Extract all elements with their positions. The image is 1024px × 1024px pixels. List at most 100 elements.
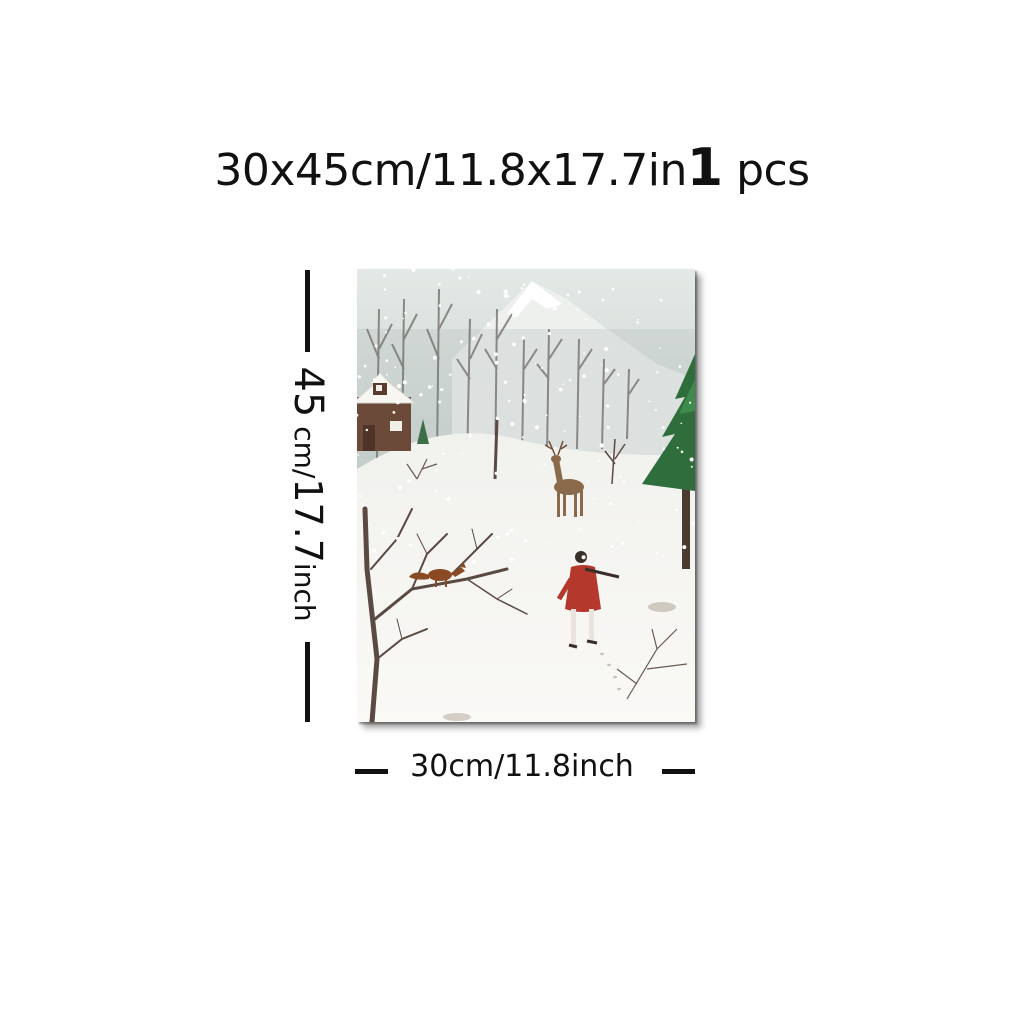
snowflake	[459, 340, 463, 344]
snowflake	[545, 414, 548, 417]
width-indicator-left-bar	[355, 769, 388, 774]
snowflake	[486, 322, 491, 326]
snowflake	[606, 404, 610, 408]
snowflake	[402, 380, 407, 385]
winter-scene-painting	[357, 269, 695, 722]
foreground-tree	[362, 506, 528, 722]
snowflake	[508, 399, 511, 402]
snowflake	[659, 299, 663, 302]
size-text: 30x45cm/11.8x17.7in	[214, 145, 687, 196]
snowflake	[365, 428, 368, 432]
height-value-in: 17.7	[286, 478, 330, 563]
snowflake	[604, 346, 609, 352]
snowflake	[689, 457, 694, 462]
snowflake	[648, 400, 650, 403]
snowflake	[383, 273, 387, 277]
snowflake	[581, 555, 586, 560]
snowflake	[520, 286, 524, 290]
snowflake	[553, 306, 557, 311]
snowflake	[494, 360, 499, 365]
snowflake	[523, 393, 526, 396]
snowflake	[636, 318, 639, 321]
snowflake	[678, 365, 682, 368]
snowflake	[656, 371, 659, 374]
deer	[544, 440, 584, 517]
quantity-unit: pcs	[736, 145, 810, 196]
snowflake	[691, 521, 695, 526]
height-unit-in: inch	[288, 562, 321, 622]
snowflake	[522, 283, 526, 286]
snowflake	[382, 545, 385, 548]
snowflake	[505, 531, 509, 536]
snowflake	[675, 508, 679, 512]
snowflake	[358, 494, 362, 498]
snowflake	[576, 308, 579, 311]
snowflake	[357, 413, 359, 417]
snowflake	[404, 311, 407, 315]
snowflake	[682, 545, 687, 550]
snowflake	[472, 560, 477, 565]
fox	[409, 561, 466, 587]
snowflake	[511, 314, 515, 318]
snowflake	[599, 443, 604, 448]
snowflakes	[357, 269, 695, 565]
snowflake	[523, 400, 527, 404]
snowflake	[385, 331, 388, 334]
snowflake	[402, 317, 404, 320]
snowflake	[451, 269, 455, 271]
snowflake	[566, 293, 570, 297]
snowflake	[438, 304, 442, 307]
snowflake	[509, 557, 514, 562]
snowflake	[690, 465, 693, 468]
height-indicator-top-bar	[305, 270, 310, 352]
snowflake	[534, 425, 540, 430]
snowflake	[577, 290, 581, 294]
snowflake	[409, 543, 413, 547]
width-indicator-right-bar	[662, 769, 695, 774]
snow-ground	[357, 433, 695, 722]
snowflake	[534, 362, 537, 365]
snowflake	[398, 485, 402, 490]
snowflake	[689, 401, 692, 404]
snowflake	[601, 364, 603, 366]
snowflake	[509, 529, 513, 533]
snowflake	[513, 304, 518, 309]
snowflake	[562, 383, 565, 386]
snowflake	[385, 359, 389, 362]
snowflake	[373, 378, 376, 382]
canvas-print	[357, 269, 695, 722]
snowflake	[374, 344, 378, 348]
snowflake	[494, 471, 498, 475]
snowflake	[508, 295, 511, 297]
snowflake	[543, 463, 546, 466]
girl-figure	[556, 551, 620, 649]
snowflake	[523, 539, 528, 543]
snowflake	[616, 373, 620, 376]
snowflake	[547, 332, 552, 336]
snowflake	[579, 528, 582, 531]
snowflake	[610, 545, 614, 548]
snowflake	[680, 422, 683, 425]
snowflake	[582, 374, 586, 378]
snowflake	[442, 452, 445, 455]
snowflake	[371, 548, 377, 553]
snowflake	[467, 276, 470, 279]
snowflake	[460, 452, 463, 455]
snowflake	[476, 290, 481, 295]
height-unit-cm: cm/	[288, 426, 321, 479]
snowflake	[396, 384, 401, 389]
snowflake	[579, 415, 582, 418]
snowflake	[583, 352, 586, 355]
snowflake	[680, 450, 684, 454]
snowflake	[593, 497, 595, 500]
snowflake	[511, 527, 514, 530]
snowflake	[563, 430, 566, 432]
height-label: 45 cm/17.7inch	[285, 366, 331, 622]
snowflake	[434, 489, 437, 493]
snowflake	[382, 531, 386, 535]
snowflake	[619, 475, 622, 478]
snowflake	[608, 459, 612, 463]
snowflake	[621, 541, 625, 545]
snowflake	[662, 447, 666, 451]
snowflake	[357, 375, 361, 379]
